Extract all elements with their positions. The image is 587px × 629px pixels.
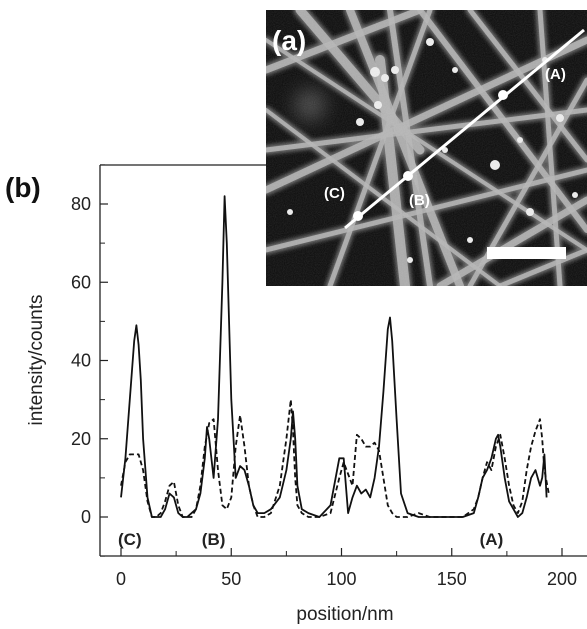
y-tick-label: 40	[71, 351, 91, 371]
series-dashed-line	[120, 398, 550, 518]
profile-point-b	[403, 171, 413, 181]
profile-line	[344, 28, 585, 230]
inset-micrograph: (a) (A) (B) (C)	[266, 10, 587, 286]
y-axis-title: intensity/counts	[26, 295, 47, 426]
inset-marker-c: (C)	[324, 185, 345, 202]
x-tick-label: 200	[547, 569, 577, 589]
y-tick-label: 80	[71, 194, 91, 214]
x-axis-title: position/nm	[296, 604, 393, 625]
annotation-label: (A)	[480, 530, 504, 549]
inset-marker-a: (A)	[545, 66, 566, 83]
axis-ticks: 0 50 100 150 200 0 20 40 60 80	[71, 164, 577, 589]
x-tick-label: 50	[221, 569, 241, 589]
annotation-label: (C)	[118, 530, 142, 549]
inset-speckle	[266, 10, 587, 286]
profile-point-c	[353, 211, 363, 221]
panel-a-label: (a)	[272, 25, 306, 56]
annotation-layer: (C) (B) (A)	[118, 530, 503, 549]
series-layer	[120, 195, 550, 518]
x-tick-label: 100	[326, 569, 356, 589]
profile-point-a	[498, 90, 508, 100]
y-tick-label: 60	[71, 272, 91, 292]
series-solid-line	[120, 195, 548, 518]
inset-marker-b: (B)	[409, 192, 430, 209]
annotation-label: (B)	[202, 530, 226, 549]
panel-b-label: (b)	[5, 172, 41, 203]
x-tick-label: 0	[116, 569, 126, 589]
x-tick-label: 150	[437, 569, 467, 589]
y-tick-label: 0	[81, 507, 91, 527]
y-tick-label: 20	[71, 429, 91, 449]
scale-bar	[487, 247, 566, 259]
plot-area: 0 50 100 150 200 0 20 40 60 80 (C) (B) (A)	[71, 164, 587, 589]
